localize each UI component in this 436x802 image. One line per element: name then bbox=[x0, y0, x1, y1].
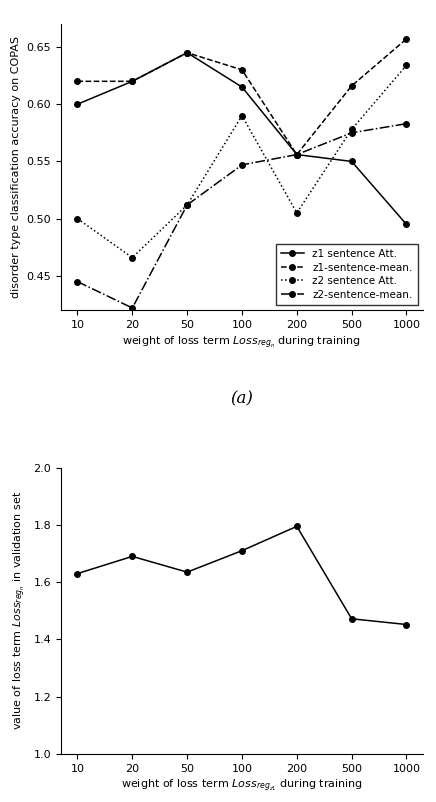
Line: z2 sentence Att.: z2 sentence Att. bbox=[75, 63, 409, 261]
X-axis label: weight of loss term $\mathit{Loss}_{reg_{z1}}$ during training: weight of loss term $\mathit{Loss}_{reg_… bbox=[121, 778, 363, 794]
z1-sentence-mean. bbox=[75, 76, 80, 86]
Y-axis label: disorder type classification accuracy on COPAS: disorder type classification accuracy on… bbox=[11, 36, 21, 298]
z2 sentence Att. bbox=[294, 209, 300, 218]
z2-sentence-mean. bbox=[75, 277, 80, 286]
z2-sentence-mean. bbox=[404, 119, 409, 128]
Line: z1 sentence Att.: z1 sentence Att. bbox=[75, 50, 409, 227]
Line: z1-sentence-mean.: z1-sentence-mean. bbox=[75, 36, 409, 157]
z2 sentence Att. bbox=[129, 253, 135, 262]
z2 sentence Att. bbox=[184, 200, 190, 210]
z1-sentence-mean. bbox=[349, 81, 354, 91]
z1-sentence-mean. bbox=[239, 65, 245, 75]
z1 sentence Att. bbox=[75, 99, 80, 109]
z2 sentence Att. bbox=[349, 124, 354, 134]
z2-sentence-mean. bbox=[294, 150, 300, 160]
Legend: z1 sentence Att., z1-sentence-mean., z2 sentence Att., z2-sentence-mean.: z1 sentence Att., z1-sentence-mean., z2 … bbox=[276, 244, 418, 305]
Line: z2-sentence-mean.: z2-sentence-mean. bbox=[75, 121, 409, 310]
z2 sentence Att. bbox=[404, 60, 409, 70]
z1 sentence Att. bbox=[129, 76, 135, 86]
z2-sentence-mean. bbox=[239, 160, 245, 170]
z2-sentence-mean. bbox=[184, 200, 190, 210]
z1-sentence-mean. bbox=[129, 76, 135, 86]
z2-sentence-mean. bbox=[129, 303, 135, 313]
Text: (a): (a) bbox=[231, 391, 253, 407]
z1 sentence Att. bbox=[239, 83, 245, 92]
Y-axis label: value of loss term $\mathit{Loss}_{reg_n}$ in validation set: value of loss term $\mathit{Loss}_{reg_n… bbox=[12, 491, 28, 731]
z2 sentence Att. bbox=[75, 214, 80, 224]
X-axis label: weight of loss term $\mathit{Loss}_{reg_n}$ during training: weight of loss term $\mathit{Loss}_{reg_… bbox=[123, 334, 361, 350]
z1 sentence Att. bbox=[294, 150, 300, 160]
z1-sentence-mean. bbox=[184, 48, 190, 58]
z1 sentence Att. bbox=[349, 156, 354, 166]
z1-sentence-mean. bbox=[404, 34, 409, 44]
z1-sentence-mean. bbox=[294, 150, 300, 160]
z2 sentence Att. bbox=[239, 111, 245, 120]
z1 sentence Att. bbox=[184, 48, 190, 58]
z2-sentence-mean. bbox=[349, 128, 354, 138]
z1 sentence Att. bbox=[404, 220, 409, 229]
